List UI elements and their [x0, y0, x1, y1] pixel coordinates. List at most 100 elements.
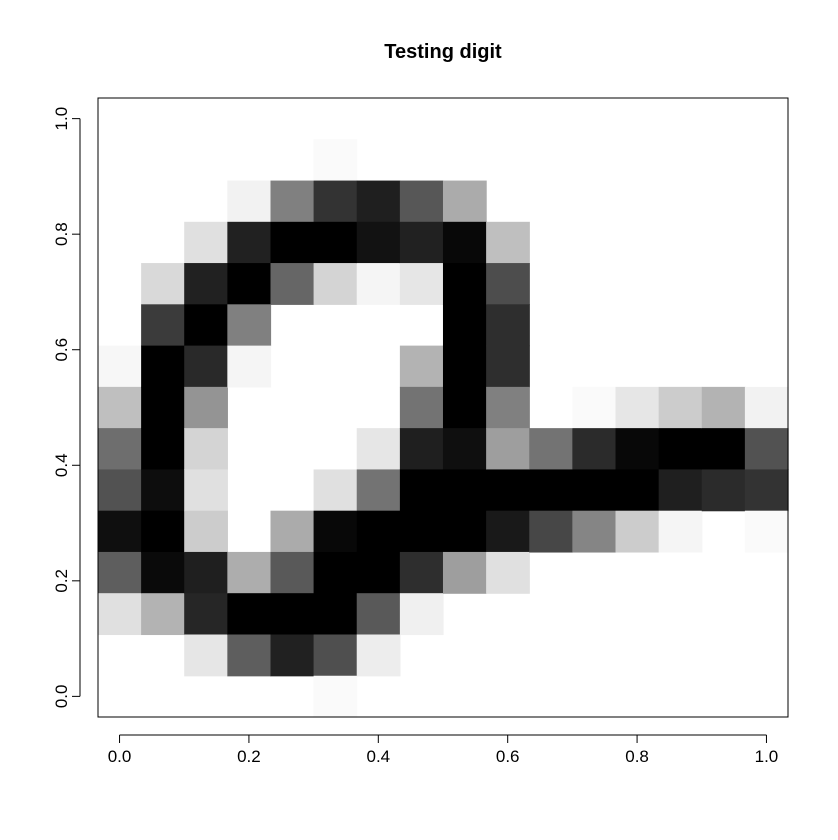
heatmap-cell: [97, 469, 142, 512]
heatmap-cell: [141, 345, 185, 388]
heatmap-cell: [227, 180, 272, 223]
heatmap-cell: [270, 634, 315, 677]
y-tick-label: 0.2: [52, 569, 71, 593]
heatmap-cell: [701, 428, 746, 470]
y-tick-label: 0.0: [52, 685, 71, 709]
x-tick-label: 1.0: [755, 747, 779, 766]
heatmap-cell: [97, 428, 142, 470]
heatmap-cell: [572, 428, 617, 470]
heatmap-cell: [141, 386, 185, 429]
heatmap-cell: [184, 386, 228, 429]
heatmap-cell: [486, 345, 530, 388]
heatmap-cell: [270, 593, 315, 636]
heatmap-cell: [313, 634, 358, 677]
heatmap-cell: [227, 263, 272, 305]
heatmap-cell: [658, 510, 703, 553]
heatmap-cell: [270, 510, 315, 553]
heatmap-cell: [529, 428, 574, 470]
heatmap-cell: [744, 386, 789, 429]
heatmap-cell: [399, 469, 444, 512]
heatmap-cell: [270, 263, 315, 305]
heatmap-cell: [356, 593, 401, 636]
heatmap-cell: [356, 510, 401, 553]
heatmap-cell: [313, 551, 358, 594]
heatmap-cells: [97, 139, 789, 718]
heatmap-cell: [184, 593, 228, 636]
heatmap-cell: [615, 386, 660, 429]
y-tick-label: 0.8: [52, 222, 71, 246]
heatmap-cell: [356, 634, 401, 677]
heatmap-cell: [97, 386, 142, 429]
y-axis: 0.0 0.2 0.4 0.6 0.8 1.0: [52, 107, 81, 709]
heatmap-cell: [572, 469, 617, 512]
heatmap-cell: [399, 386, 444, 429]
heatmap-cell: [442, 386, 487, 429]
heatmap-cell: [486, 551, 530, 594]
heatmap-cell: [744, 510, 789, 553]
heatmap-cell: [399, 428, 444, 470]
heatmap-cell: [270, 180, 315, 223]
heatmap-cell: [658, 469, 703, 512]
x-tick-label: 0.2: [237, 747, 261, 766]
heatmap-cell: [399, 263, 444, 305]
heatmap-cell: [184, 345, 228, 388]
heatmap-cell: [227, 551, 272, 594]
heatmap-cell: [227, 304, 272, 347]
heatmap-cell: [356, 428, 401, 470]
heatmap-cell: [184, 634, 228, 677]
y-tick-label: 1.0: [52, 107, 71, 131]
heatmap-cell: [184, 263, 228, 305]
heatmap-cell: [486, 304, 530, 347]
heatmap-cell: [486, 386, 530, 429]
heatmap-cell: [141, 428, 185, 470]
heatmap-cell: [184, 469, 228, 512]
heatmap-cell: [97, 551, 142, 594]
heatmap-cell: [744, 428, 789, 470]
heatmap-cell: [615, 510, 660, 553]
heatmap-cell: [572, 510, 617, 553]
heatmap-cell: [399, 593, 444, 636]
heatmap-cell: [356, 551, 401, 594]
heatmap-cell: [399, 180, 444, 223]
heatmap-cell: [442, 221, 487, 264]
heatmap-cell: [486, 221, 530, 264]
heatmap-cell: [227, 221, 272, 264]
heatmap-cell: [529, 510, 574, 553]
y-tick-label: 0.4: [52, 453, 71, 477]
heatmap-cell: [442, 304, 487, 347]
heatmap-cell: [270, 221, 315, 264]
heatmap-cell: [701, 386, 746, 429]
heatmap-cell: [399, 551, 444, 594]
heatmap-cell: [658, 428, 703, 470]
heatmap-cell: [313, 675, 358, 718]
heatmap-cell: [141, 593, 185, 636]
heatmap-cell: [270, 551, 315, 594]
heatmap-cell: [615, 469, 660, 512]
y-tick-label: 0.6: [52, 338, 71, 362]
heatmap-cell: [141, 263, 185, 305]
heatmap-cell: [313, 469, 358, 512]
heatmap-cell: [399, 345, 444, 388]
heatmap-cell: [227, 593, 272, 636]
heatmap-cell: [184, 510, 228, 553]
heatmap-cell: [442, 510, 487, 553]
heatmap-cell: [356, 180, 401, 223]
heatmap-cell: [442, 428, 487, 470]
heatmap-cell: [486, 263, 530, 305]
heatmap-cell: [442, 345, 487, 388]
heatmap-cell: [442, 263, 487, 305]
heatmap-cell: [486, 469, 530, 512]
heatmap-cell: [97, 593, 142, 636]
heatmap-cell: [486, 510, 530, 553]
heatmap-cell: [313, 180, 358, 223]
heatmap-cell: [184, 304, 228, 347]
heatmap-cell: [313, 593, 358, 636]
heatmap-cell: [356, 263, 401, 305]
heatmap-cell: [97, 345, 142, 388]
x-axis: 0.0 0.2 0.4 0.6 0.8 1.0: [108, 734, 779, 766]
heatmap-cell: [141, 551, 185, 594]
x-tick-label: 0.0: [108, 747, 132, 766]
heatmap-cell: [399, 510, 444, 553]
x-tick-label: 0.4: [366, 747, 390, 766]
